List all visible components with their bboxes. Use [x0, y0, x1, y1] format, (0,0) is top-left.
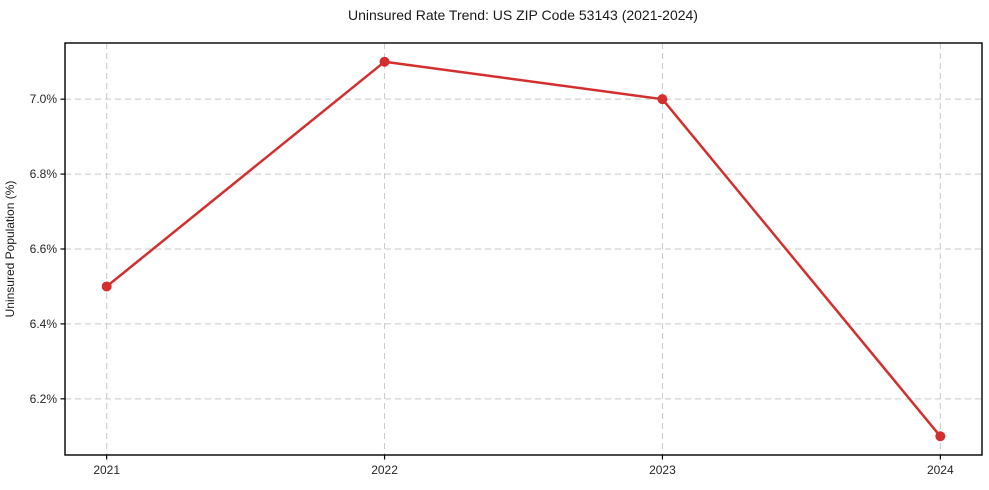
plot-frame — [64, 42, 983, 456]
plot-area: 6.2% 6.4% 6.6% 6.8% 7.0% 2021 2022 2023 2024 — [30, 42, 983, 477]
x-tick-label: 2022 — [371, 463, 398, 477]
y-tick-label: 6.8% — [30, 167, 58, 181]
series-line — [105, 60, 942, 438]
x-tick-label: 2021 — [93, 463, 120, 477]
data-point — [101, 281, 112, 292]
data-point — [657, 94, 668, 105]
y-tick-label: 6.4% — [30, 317, 58, 331]
y-tick-label: 6.6% — [30, 242, 58, 256]
y-tick-label: 7.0% — [30, 92, 58, 106]
y-tick-label: 6.2% — [30, 392, 58, 406]
data-point — [935, 431, 946, 442]
x-tick-label: 2023 — [649, 463, 676, 477]
y-axis-label: Uninsured Population (%) — [3, 181, 17, 318]
x-tick-label: 2024 — [927, 463, 954, 477]
data-point — [379, 56, 390, 67]
chart-title: Uninsured Rate Trend: US ZIP Code 53143 … — [348, 7, 698, 23]
